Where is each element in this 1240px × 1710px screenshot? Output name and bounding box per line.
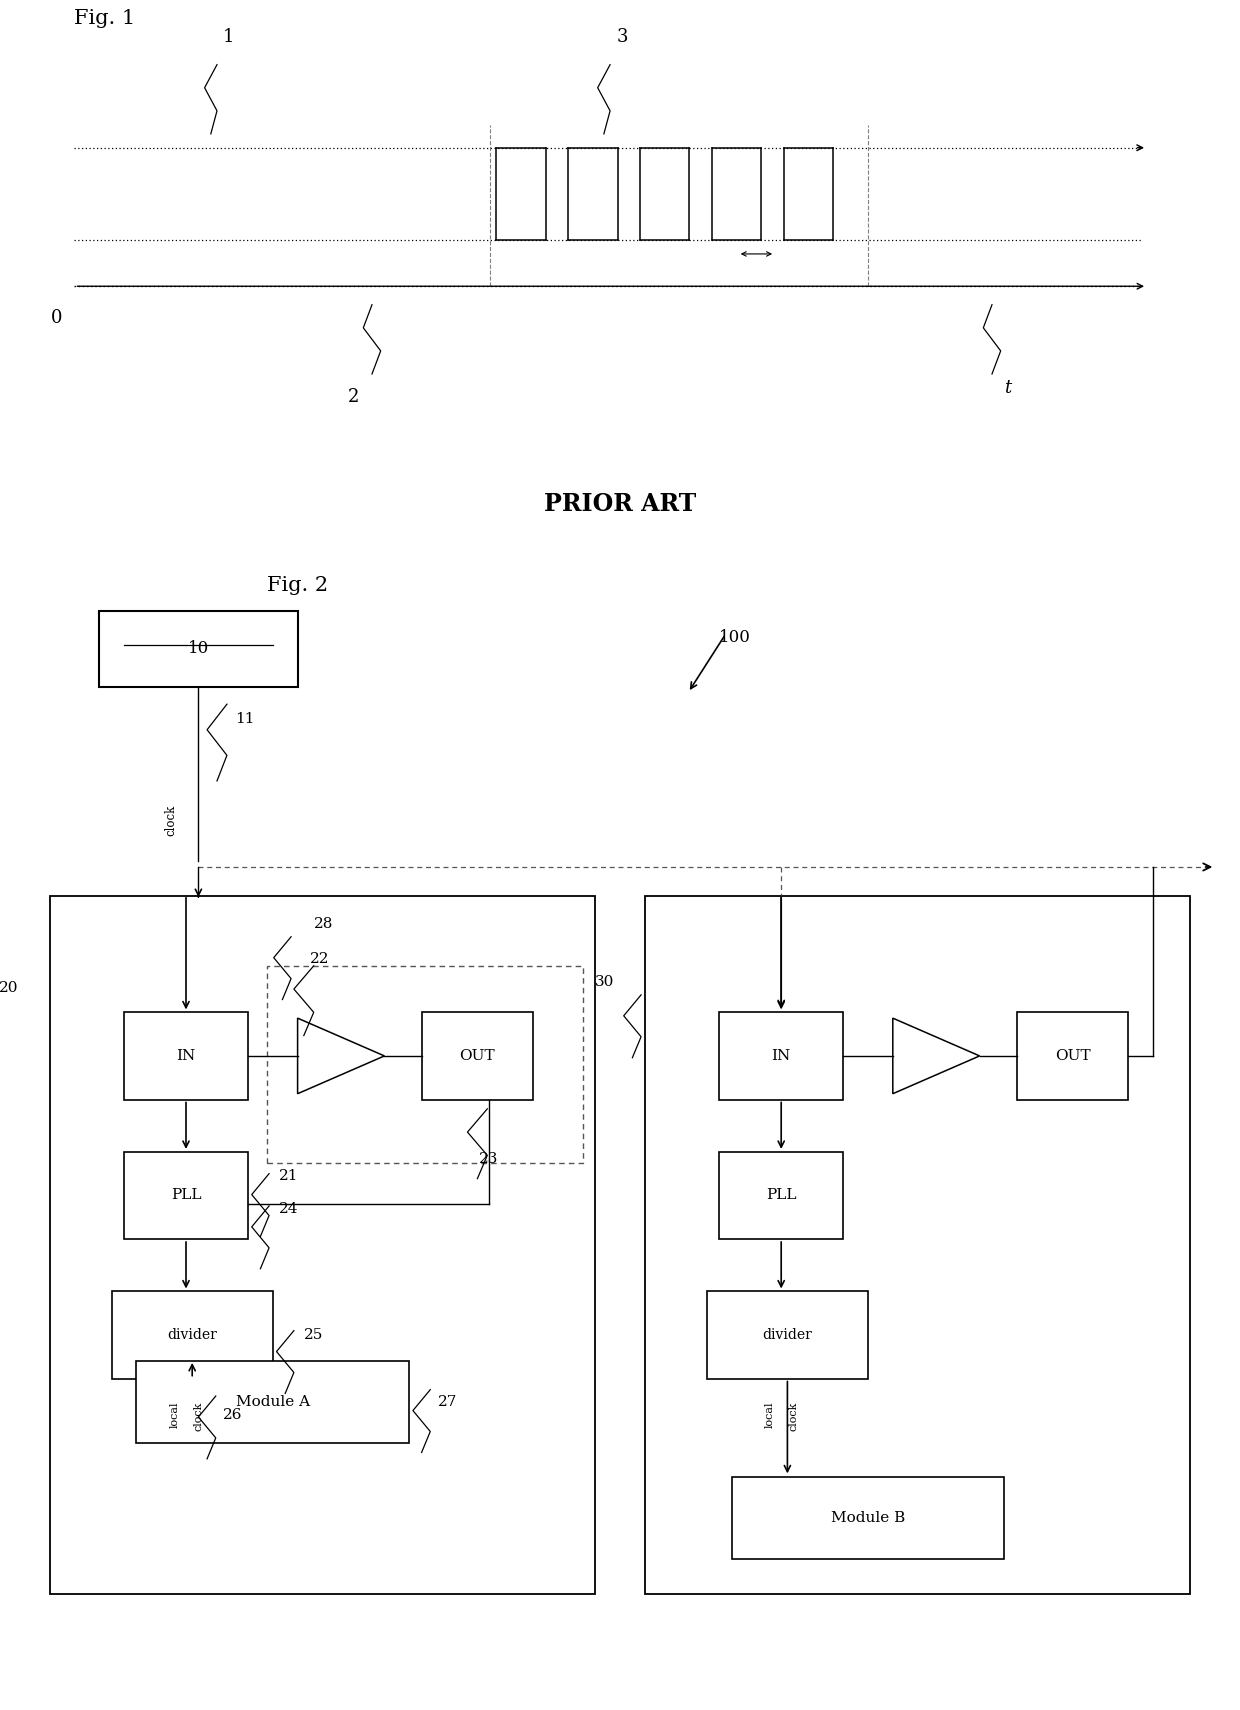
Text: 1: 1 (223, 27, 234, 46)
FancyBboxPatch shape (732, 1477, 1004, 1560)
Text: 26: 26 (223, 1407, 243, 1421)
FancyBboxPatch shape (50, 896, 595, 1594)
Text: local: local (170, 1402, 180, 1428)
FancyBboxPatch shape (1017, 1012, 1128, 1100)
Text: 100: 100 (719, 629, 751, 646)
Text: local: local (765, 1402, 775, 1428)
Text: clock: clock (193, 1402, 203, 1431)
Text: OUT: OUT (460, 1048, 495, 1064)
Text: t: t (1004, 378, 1012, 397)
Text: 30: 30 (594, 975, 614, 988)
Text: 0: 0 (51, 310, 62, 327)
Text: PLL: PLL (171, 1188, 201, 1202)
FancyBboxPatch shape (124, 1012, 248, 1100)
Text: 22: 22 (310, 952, 330, 966)
FancyBboxPatch shape (99, 610, 298, 687)
Text: 11: 11 (236, 713, 255, 727)
FancyBboxPatch shape (719, 1153, 843, 1240)
Text: Fig. 1: Fig. 1 (74, 9, 135, 29)
FancyBboxPatch shape (124, 1153, 248, 1240)
FancyBboxPatch shape (136, 1361, 409, 1443)
Text: Module A: Module A (236, 1395, 310, 1409)
FancyBboxPatch shape (719, 1012, 843, 1100)
Text: Module B: Module B (831, 1512, 905, 1525)
Text: clock: clock (165, 805, 177, 836)
Text: 23: 23 (479, 1153, 498, 1166)
Text: PLL: PLL (766, 1188, 796, 1202)
Text: 24: 24 (279, 1202, 299, 1216)
Text: 20: 20 (0, 982, 19, 995)
Polygon shape (893, 1017, 980, 1094)
Text: OUT: OUT (1055, 1048, 1090, 1064)
Text: clock: clock (789, 1402, 799, 1431)
Text: Fig. 2: Fig. 2 (267, 576, 329, 595)
Text: 10: 10 (187, 641, 210, 657)
Text: IN: IN (771, 1048, 791, 1064)
FancyBboxPatch shape (112, 1291, 273, 1378)
Text: IN: IN (176, 1048, 196, 1064)
Text: 25: 25 (304, 1329, 324, 1342)
Text: divider: divider (763, 1329, 812, 1342)
FancyBboxPatch shape (707, 1291, 868, 1378)
Text: 27: 27 (438, 1395, 458, 1409)
FancyBboxPatch shape (645, 896, 1190, 1594)
Text: 21: 21 (279, 1170, 299, 1183)
Polygon shape (298, 1017, 384, 1094)
Text: PRIOR ART: PRIOR ART (544, 492, 696, 516)
FancyBboxPatch shape (422, 1012, 533, 1100)
Text: 3: 3 (616, 27, 627, 46)
Text: 28: 28 (314, 917, 334, 930)
Text: divider: divider (167, 1329, 217, 1342)
Text: 2: 2 (348, 388, 360, 405)
